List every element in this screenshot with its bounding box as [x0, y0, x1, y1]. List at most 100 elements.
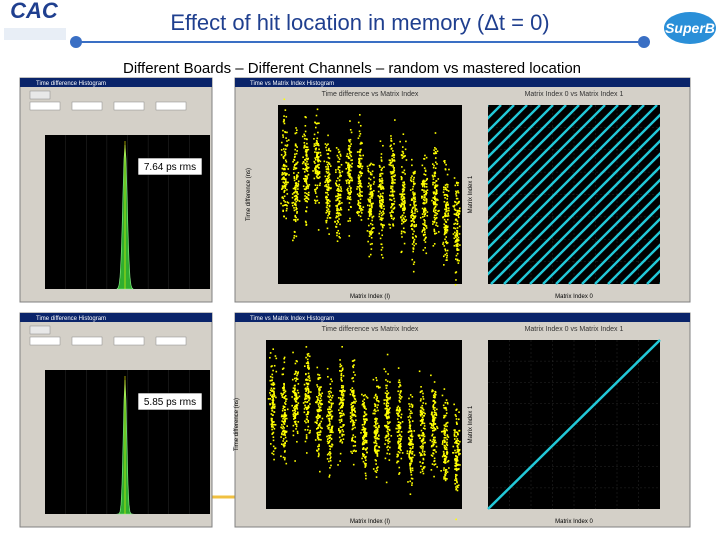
dot — [271, 383, 274, 386]
dot — [454, 459, 457, 462]
dot — [339, 196, 342, 199]
dot — [458, 225, 461, 228]
dot — [397, 412, 400, 415]
dot — [456, 222, 459, 225]
dot — [287, 202, 290, 204]
dot — [283, 416, 285, 418]
dot — [295, 395, 297, 398]
dot — [408, 419, 410, 421]
dot — [269, 375, 272, 378]
dot — [296, 378, 299, 381]
dot — [445, 231, 448, 234]
dot — [436, 163, 438, 165]
dot — [318, 148, 320, 151]
control-field[interactable] — [113, 101, 145, 111]
dot — [414, 206, 416, 208]
dot — [387, 440, 389, 442]
dot — [358, 195, 360, 197]
dot — [285, 430, 288, 433]
dot — [357, 165, 359, 167]
control-field[interactable] — [71, 336, 103, 346]
dot — [292, 201, 295, 204]
dot — [364, 430, 366, 433]
dot — [306, 401, 308, 404]
dot — [283, 416, 286, 418]
dot — [307, 166, 310, 169]
dot — [339, 190, 342, 192]
dot — [453, 403, 455, 406]
dot — [408, 443, 411, 446]
dot — [386, 400, 388, 402]
dot — [338, 436, 341, 439]
dot — [363, 431, 365, 434]
dot — [444, 436, 447, 439]
dot — [283, 178, 285, 181]
dot — [306, 206, 308, 209]
dot — [413, 430, 416, 432]
dot — [367, 167, 370, 170]
control-field[interactable] — [29, 101, 61, 111]
dot — [293, 230, 296, 233]
control-field[interactable] — [113, 336, 145, 346]
dot — [283, 385, 285, 388]
dot — [431, 174, 434, 177]
dot — [409, 179, 412, 181]
control-button[interactable] — [29, 90, 51, 100]
dot — [376, 432, 378, 434]
dot — [307, 173, 310, 176]
dot — [368, 200, 370, 203]
dot — [376, 418, 378, 420]
dot — [422, 249, 425, 251]
dot — [306, 138, 308, 141]
control-field[interactable] — [155, 336, 187, 346]
annotation: 7.64 ps rms — [144, 162, 196, 173]
dot — [284, 420, 286, 423]
dot — [381, 167, 384, 170]
dot — [456, 423, 458, 425]
dot — [383, 399, 386, 401]
dot — [414, 215, 417, 217]
dot — [377, 195, 380, 197]
dot — [305, 178, 308, 180]
dot — [345, 179, 347, 182]
dot — [367, 185, 369, 188]
dot — [380, 160, 383, 162]
dot — [316, 419, 319, 422]
dot — [445, 194, 448, 196]
dot — [327, 186, 330, 188]
dot — [433, 409, 436, 412]
dot — [335, 183, 338, 185]
dot — [398, 407, 401, 409]
dot — [419, 437, 421, 440]
dot — [413, 200, 415, 202]
dot — [391, 189, 394, 192]
dot — [350, 176, 352, 179]
dot — [419, 471, 422, 474]
control-field[interactable] — [155, 101, 187, 111]
control-field[interactable] — [71, 101, 103, 111]
dot — [329, 459, 332, 462]
dot — [282, 204, 284, 207]
dot — [308, 396, 311, 399]
dot — [338, 150, 341, 153]
dot — [294, 220, 297, 223]
dot — [455, 442, 458, 444]
dot — [400, 176, 403, 178]
dot — [423, 453, 426, 455]
dot — [283, 172, 286, 174]
control-button[interactable] — [29, 325, 51, 335]
dot — [380, 199, 382, 202]
dot — [430, 426, 432, 429]
dot — [445, 448, 448, 451]
dot — [435, 451, 437, 453]
dot — [269, 379, 272, 382]
dot — [295, 208, 297, 211]
dot — [410, 429, 413, 432]
dot — [446, 434, 449, 436]
dot — [367, 198, 370, 201]
control-field[interactable] — [29, 336, 61, 346]
dot — [320, 426, 322, 429]
dot — [418, 370, 421, 373]
dot — [359, 148, 362, 151]
